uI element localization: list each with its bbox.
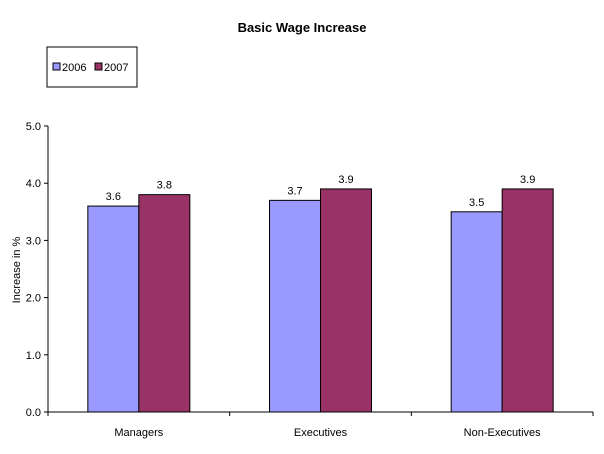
y-tick-label: 2.0 <box>26 293 41 305</box>
legend-box <box>46 46 138 88</box>
x-tick-label: Managers <box>114 427 163 439</box>
bar-2006 <box>87 205 140 413</box>
bar-2007 <box>320 188 372 413</box>
plot-area: 0.0 1.0 2.0 3.0 4.0 5.0 Managers 3.6 3.8 Executiv… <box>26 121 594 439</box>
legend-swatch-2007 <box>94 62 103 71</box>
data-label: 3.7 <box>287 185 302 197</box>
y-tick-label: 5.0 <box>26 121 41 133</box>
data-label: 3.9 <box>520 174 535 186</box>
data-label: 3.9 <box>338 174 353 186</box>
bar-2007 <box>501 188 554 413</box>
data-label: 3.6 <box>106 191 121 203</box>
legend-label: 2006 <box>62 62 86 74</box>
y-tick-label: 4.0 <box>26 178 41 190</box>
legend: 2006 2007 <box>46 46 138 88</box>
data-label: 3.5 <box>469 197 484 209</box>
legend-swatch-2006 <box>52 62 61 71</box>
y-tick-label: 1.0 <box>26 350 41 362</box>
y-tick-label: 3.0 <box>26 235 41 247</box>
data-label: 3.8 <box>157 180 172 192</box>
chart-title: Basic Wage Increase <box>238 20 367 35</box>
x-tick-label: Non-Executives <box>464 427 542 439</box>
y-tick-label: 0.0 <box>26 407 41 419</box>
legend-label: 2007 <box>104 62 128 74</box>
bar-2006 <box>269 199 321 413</box>
bar-2007 <box>138 194 191 413</box>
x-tick-label: Executives <box>294 427 348 439</box>
bar-2006 <box>450 211 503 413</box>
y-axis-label: Increase in % <box>11 236 23 303</box>
